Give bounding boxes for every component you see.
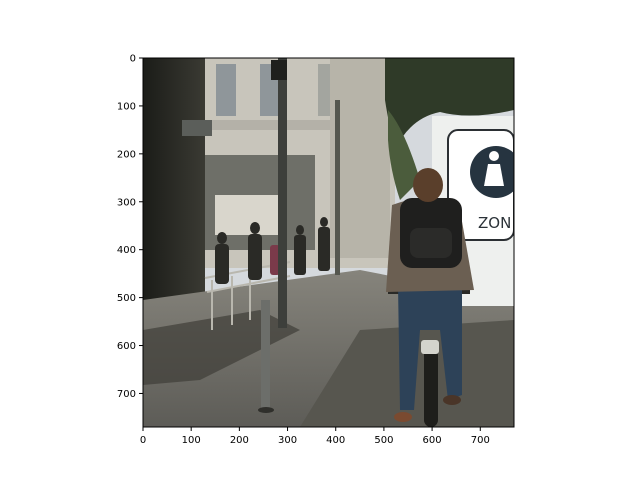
shoe — [443, 395, 461, 405]
y-tick-label: 300 — [117, 197, 136, 208]
street-photo: ZON — [143, 58, 514, 427]
left-wall — [143, 58, 205, 318]
y-tick-label: 0 — [130, 54, 136, 65]
lamp-post — [335, 100, 340, 275]
street-pole — [278, 58, 287, 328]
y-tick-label: 200 — [117, 149, 136, 160]
y-tick-label: 100 — [117, 101, 136, 112]
bollard-base — [258, 407, 274, 413]
sign-text: ZON — [478, 214, 511, 232]
building-window — [318, 64, 332, 116]
y-tick-label: 400 — [117, 245, 136, 256]
tree-foliage-low — [388, 110, 420, 200]
x-tick-label: 200 — [230, 435, 249, 446]
sign-pictogram-body — [484, 164, 504, 186]
cyclist — [386, 168, 474, 427]
bollard — [261, 300, 270, 410]
x-tick-label: 0 — [140, 435, 146, 446]
tree-foliage — [385, 58, 514, 150]
pedestrians — [215, 217, 330, 284]
x-tick-label: 500 — [374, 435, 393, 446]
shoe — [394, 412, 412, 422]
y-tick-label: 500 — [117, 293, 136, 304]
cyclist-legs — [398, 285, 462, 410]
pavement-shadow — [143, 310, 300, 385]
bike-frame — [421, 340, 439, 354]
building-ledge — [195, 120, 395, 130]
x-tick-label: 300 — [278, 435, 297, 446]
x-tick-label: 700 — [471, 435, 490, 446]
y-tick-label: 700 — [117, 389, 136, 400]
y-tick-label: 600 — [117, 341, 136, 352]
sign-pictogram-head — [489, 151, 499, 161]
image-frame — [142, 57, 515, 428]
y-axis: 0 100 200 300 400 500 600 700 — [117, 54, 143, 400]
cyclist-head — [413, 168, 443, 202]
x-tick-label: 600 — [423, 435, 442, 446]
backpack-pocket — [410, 228, 452, 258]
arcade-interior — [215, 195, 285, 235]
pole-top — [271, 60, 287, 80]
x-tick-label: 400 — [326, 435, 345, 446]
x-tick-label: 100 — [182, 435, 201, 446]
x-axis: 0 100 200 300 400 500 600 700 — [140, 427, 490, 446]
bike-wheel — [424, 340, 438, 427]
left-wall-sign — [182, 120, 212, 136]
building-window — [216, 64, 236, 116]
